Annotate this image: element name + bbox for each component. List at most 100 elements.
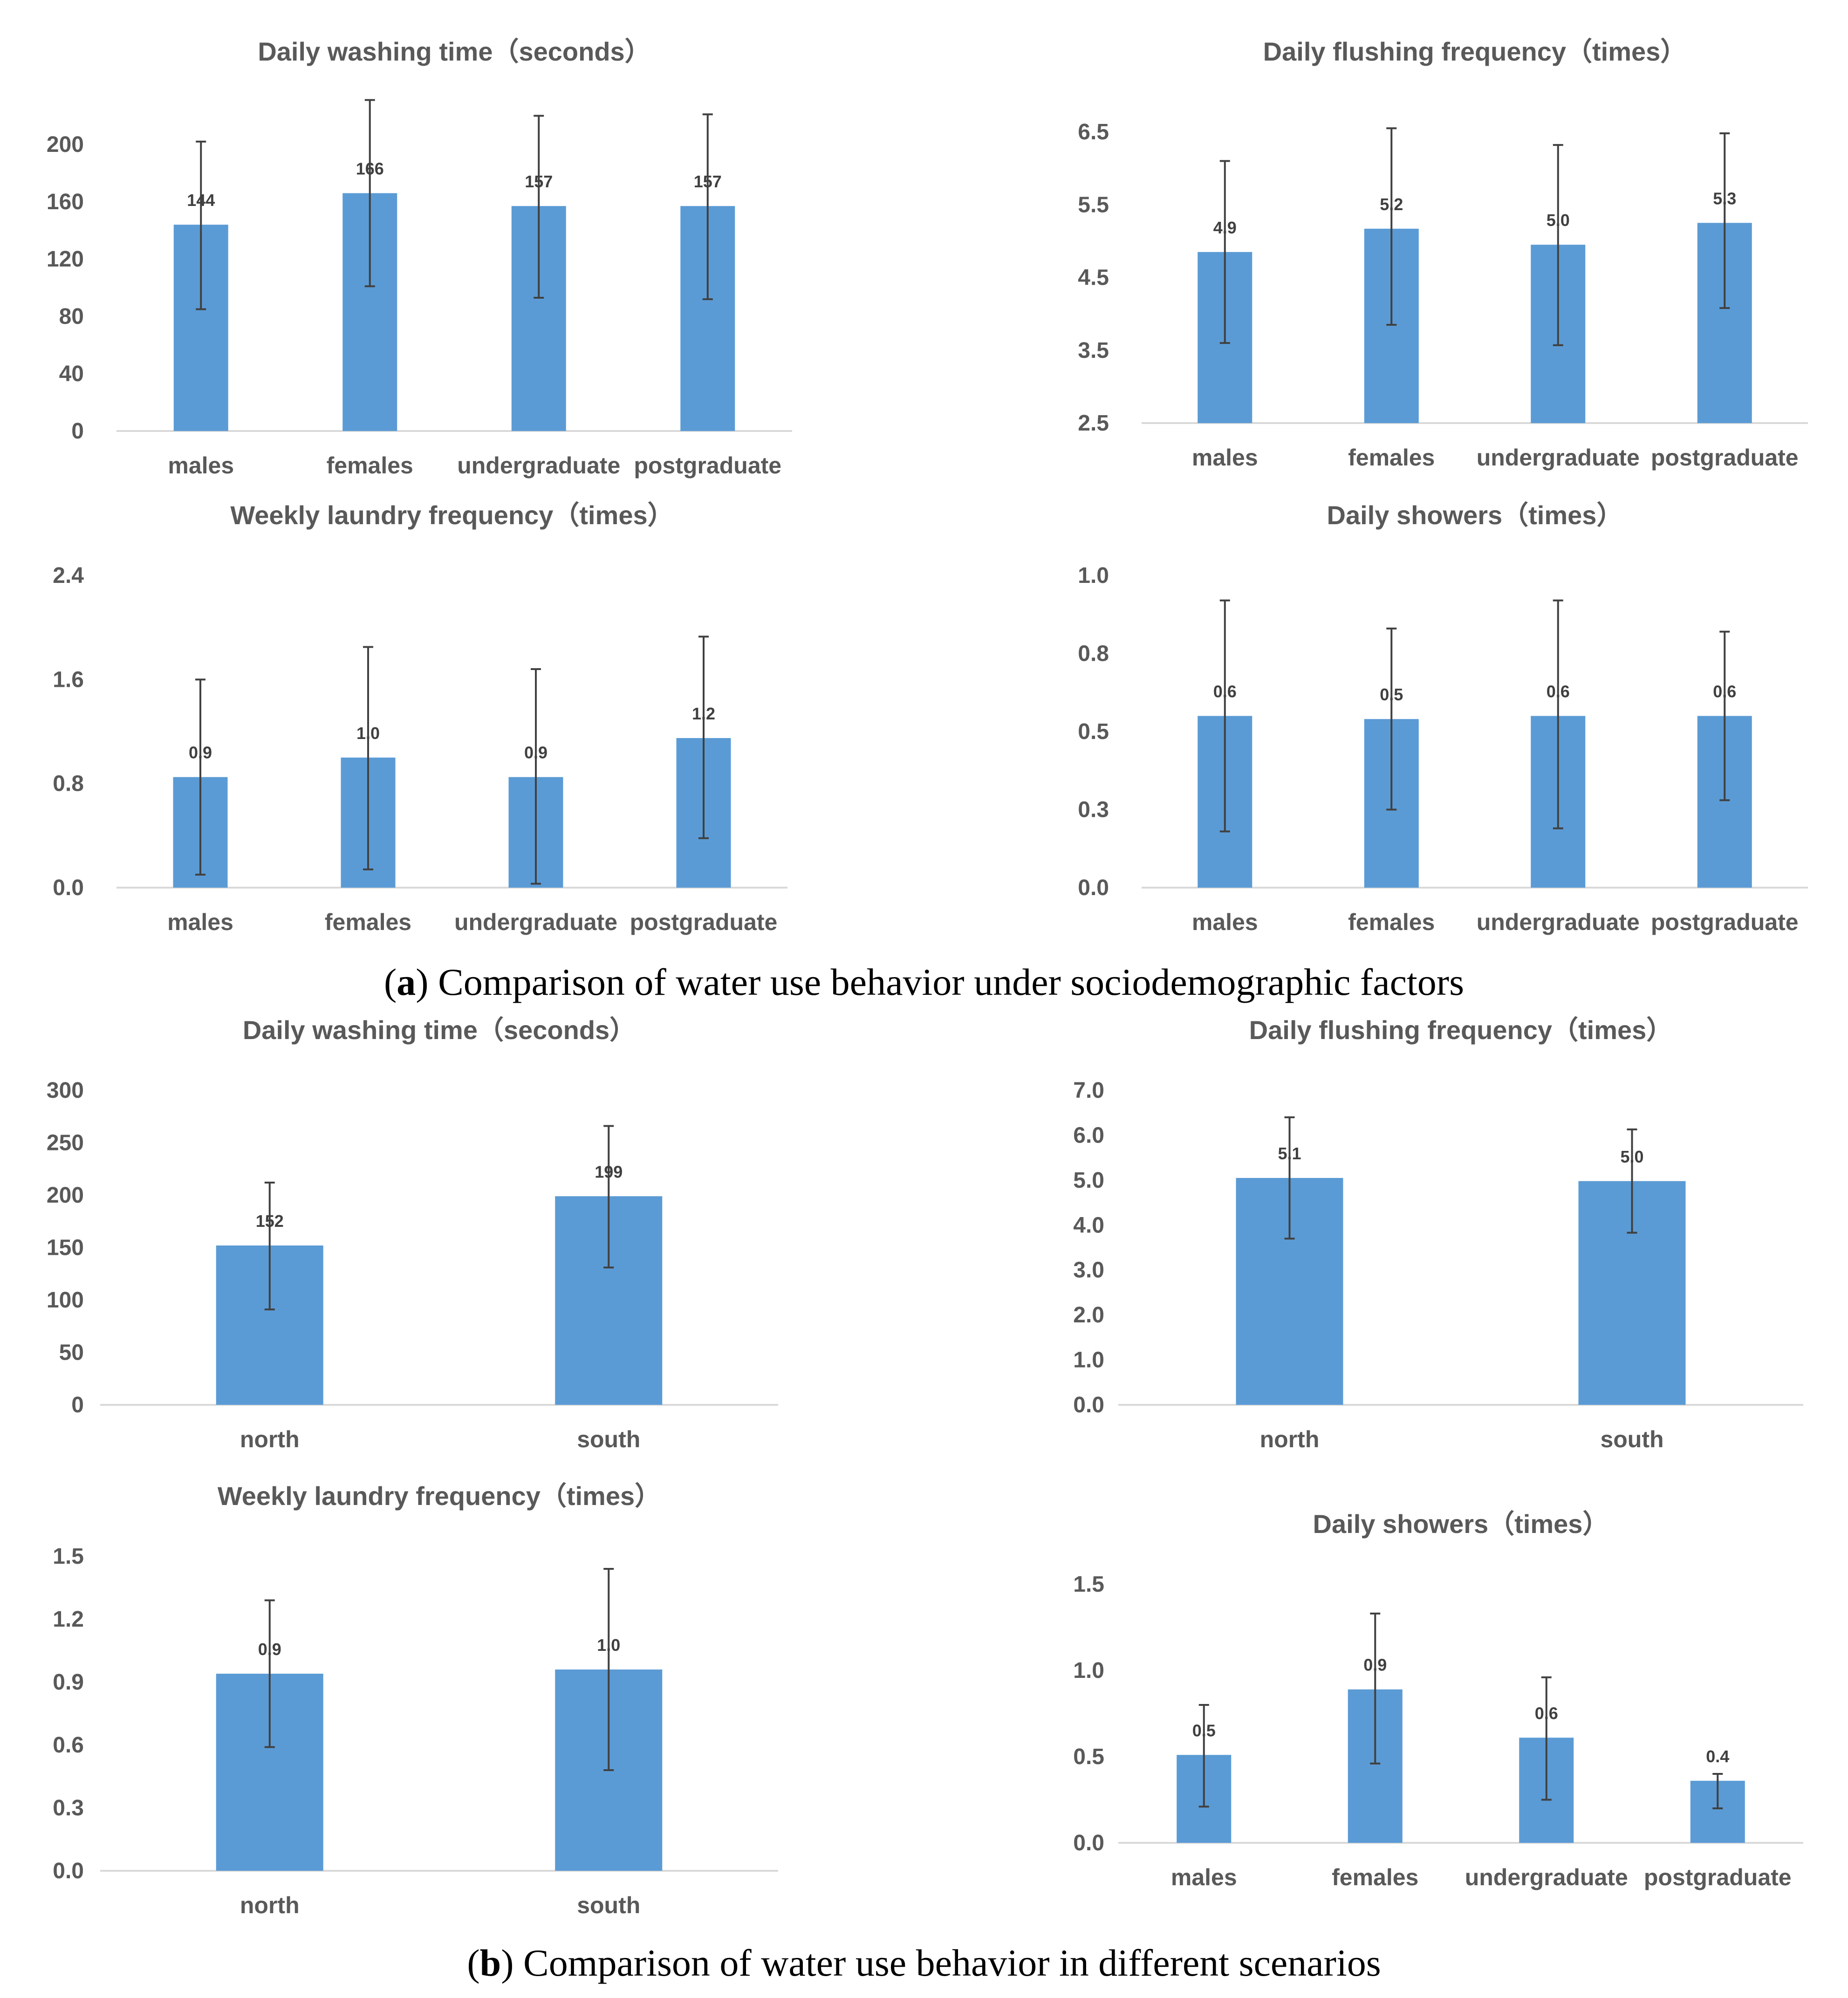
y-tick-label: 200 [47,132,84,157]
data-label: 5.3 [1713,189,1736,208]
y-tick-label: 0.6 [53,1733,84,1758]
category-label: postgraduate [1651,445,1799,471]
category-label: undergraduate [454,909,617,935]
chart-title: Daily flushing frequency（times） [1263,37,1687,66]
data-label: 166 [356,159,384,178]
y-tick-label: 1.0 [1078,563,1109,588]
category-label: south [1600,1426,1663,1452]
chart-title: Daily flushing frequency（times） [1249,1015,1673,1045]
y-tick-label: 6.5 [1078,120,1109,144]
category-label: males [168,452,234,479]
data-label: 0.9 [258,1640,281,1659]
y-tick-label: 0.0 [1073,1831,1104,1855]
caption-a-letter: a [397,961,416,1003]
chart-b3: Weekly laundry frequency（times） 0.0 0.3 0.6… [53,1481,778,1918]
data-label: 144 [187,191,215,210]
chart-a3: Weekly laundry frequency（times） 0.0 0.8 1.6… [53,500,787,935]
data-label: 5.1 [1278,1144,1301,1163]
y-tick-label: 1.5 [1073,1572,1104,1597]
category-label: north [1260,1426,1320,1452]
data-label: 1.0 [356,724,380,743]
category-label: females [1348,445,1435,471]
data-label: 5.2 [1380,195,1403,214]
data-label: 1.0 [597,1635,620,1655]
y-tick-label: 6.0 [1073,1123,1104,1148]
category-label: males [1192,909,1258,935]
data-label: 199 [595,1162,623,1181]
y-tick-label: 7.0 [1073,1078,1104,1103]
y-tick-label: 4.0 [1073,1213,1104,1238]
caption-b-text: ) Comparison of water use behavior in di… [501,1942,1381,1984]
y-tick-label: 0 [71,419,84,444]
chart-title: Daily washing time（seconds） [258,37,650,66]
chart-title: Weekly laundry frequency（times） [218,1481,661,1511]
data-label: 0.5 [1192,1721,1216,1740]
y-tick-label: 1.5 [53,1544,84,1569]
y-tick-label: 3.5 [1078,338,1109,363]
y-tick-label: 5.5 [1078,192,1109,217]
category-label: females [1348,909,1435,935]
y-tick-label: 0.3 [53,1796,84,1820]
data-label: 157 [694,172,722,191]
y-tick-label: 50 [59,1341,84,1365]
data-label: 152 [256,1211,284,1231]
y-tick-label: 160 [47,190,84,214]
y-tick-label: 0.0 [53,1859,84,1883]
data-label: 4.9 [1213,218,1237,237]
y-tick-label: 1.6 [53,667,84,692]
category-label: females [327,452,413,479]
y-tick-label: 150 [47,1236,84,1260]
category-label: females [1332,1864,1418,1890]
data-label: 0.9 [189,743,212,762]
chart-a1: Daily washing time（seconds） 0 40 80 120 160 20… [47,37,792,479]
y-tick-label: 120 [47,247,84,272]
caption-a-text: ) Comparison of water use behavior under… [416,961,1464,1003]
data-label: 1.2 [692,704,715,723]
y-tick-label: 300 [47,1078,84,1103]
y-tick-label: 0.3 [1078,798,1109,822]
y-tick-label: 1.0 [1073,1348,1104,1373]
y-tick-label: 0 [71,1393,84,1417]
data-label: 0.9 [1363,1656,1387,1675]
y-tick-label: 100 [47,1288,84,1313]
caption-b-letter: b [480,1942,501,1984]
category-label: postgraduate [1651,909,1799,935]
category-label: undergraduate [1477,445,1640,471]
y-tick-label: 250 [47,1131,84,1156]
caption-a: (a) Comparison of water use behavior und… [384,961,1464,1003]
data-label: 0.6 [1535,1704,1558,1723]
data-label: 5.0 [1620,1147,1643,1166]
chart-b1: Daily washing time（seconds） 0 50 100 150 200 2… [47,1015,778,1452]
chart-b2: Daily flushing frequency（times） 0.0 1.0 2.0… [1073,1015,1803,1452]
category-label: undergraduate [457,452,620,479]
category-label: males [1171,1864,1237,1890]
category-label: postgraduate [634,452,781,479]
category-label: postgraduate [1644,1864,1792,1890]
category-label: north [240,1426,300,1452]
category-label: undergraduate [1465,1864,1628,1890]
chart-title: Daily washing time（seconds） [243,1015,636,1045]
category-label: postgraduate [630,909,778,935]
y-tick-label: 40 [59,362,84,386]
data-label: 5.0 [1547,211,1570,230]
caption-a-open: ( [384,961,397,1003]
y-tick-label: 2.4 [53,563,84,588]
category-label: south [577,1426,640,1452]
y-tick-label: 2.5 [1078,411,1109,436]
data-label: 0.9 [524,743,548,762]
category-label: south [577,1892,640,1918]
y-tick-label: 0.9 [53,1670,84,1695]
data-label: 0.6 [1213,682,1237,701]
y-tick-label: 0.0 [1073,1393,1104,1417]
category-label: north [240,1892,300,1918]
y-tick-label: 0.0 [1078,876,1109,900]
chart-title: Weekly laundry frequency（times） [230,500,673,530]
y-tick-label: 200 [47,1183,84,1208]
data-label: 0.6 [1547,682,1570,701]
y-tick-label: 0.0 [53,876,84,900]
y-tick-label: 3.0 [1073,1258,1104,1283]
caption-b-open: ( [467,1942,479,1984]
chart-title: Daily showers（times） [1313,1509,1609,1539]
chart-a4: Daily showers（times） 0.0 0.3 0.5 0.8 1.0 0.6 ma… [1078,500,1808,935]
